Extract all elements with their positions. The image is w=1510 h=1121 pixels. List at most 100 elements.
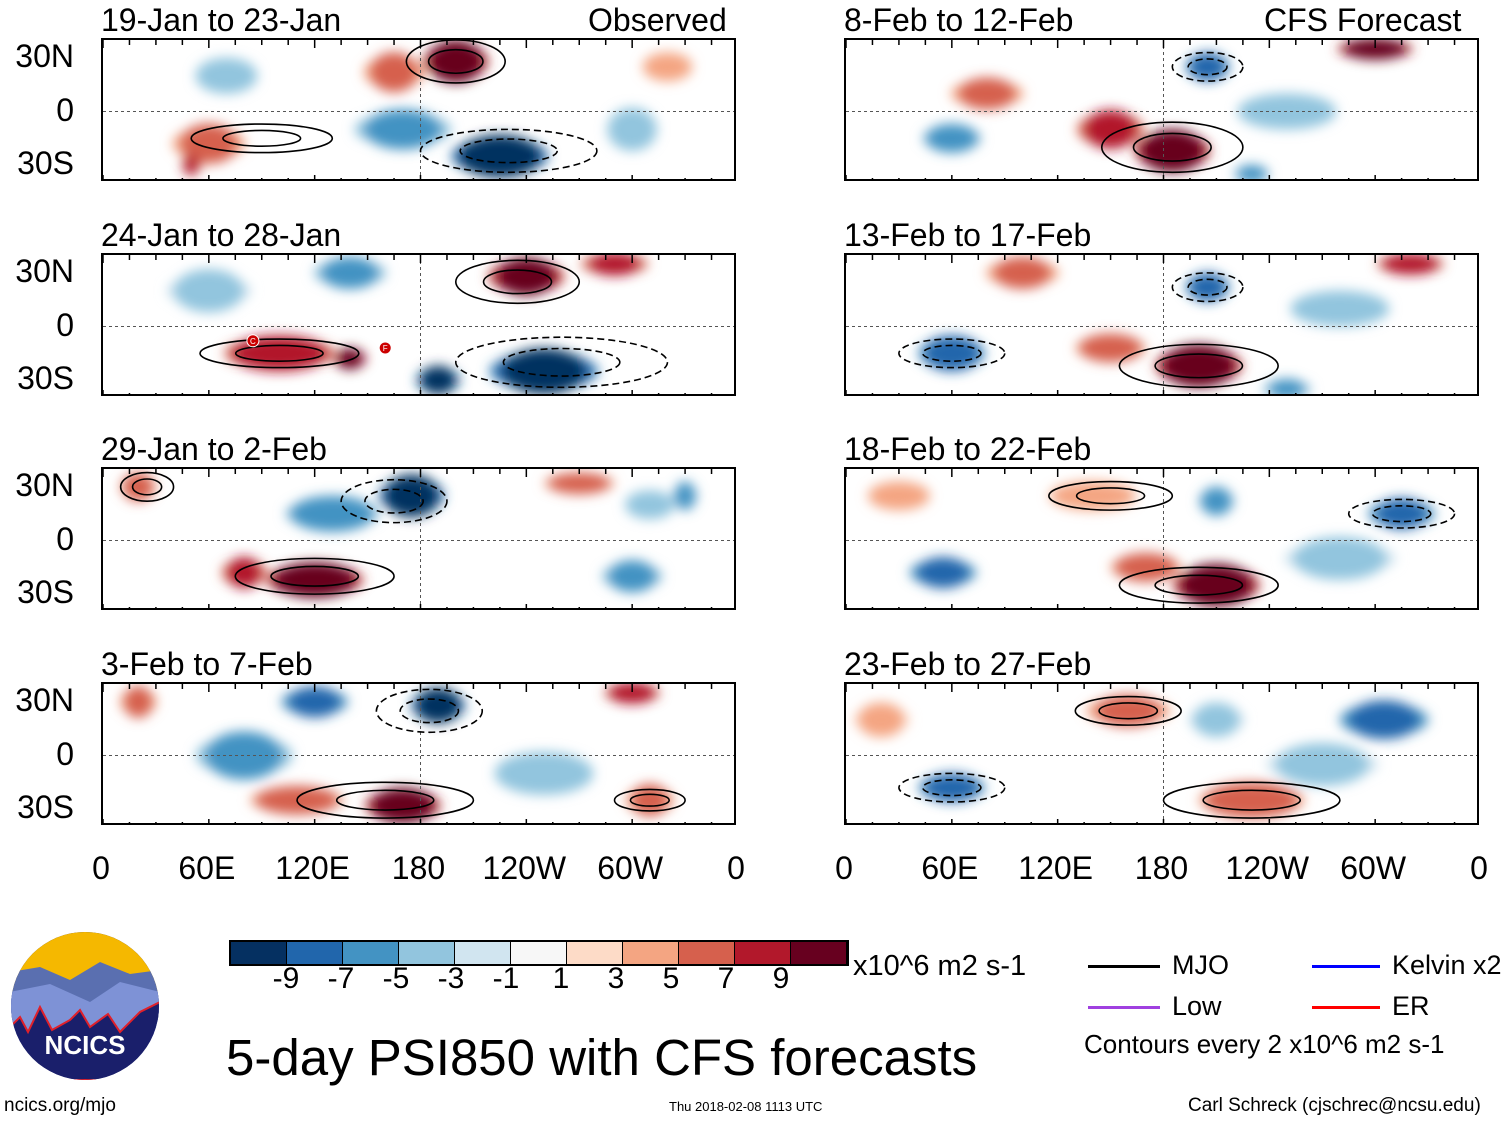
anomaly-blob	[321, 256, 379, 289]
mjo-contour	[1118, 566, 1279, 604]
anomaly-blob	[1188, 52, 1227, 82]
anomaly-blob	[1114, 553, 1178, 582]
cyclone-label: F	[383, 344, 388, 353]
anomaly-blob	[419, 365, 457, 394]
anomaly-blob	[1204, 782, 1300, 819]
lon-label: 120E	[1018, 850, 1094, 886]
mjo-contour	[1118, 343, 1279, 389]
ncics-logo: NCICS	[11, 932, 159, 1080]
anomaly-blob	[547, 472, 611, 495]
footer-timestamp: Thu 2018-02-08 1113 UTC	[669, 1099, 823, 1114]
anomaly-blob	[370, 787, 435, 823]
mjo-contour	[1202, 789, 1302, 811]
mjo-contour	[335, 789, 435, 811]
anomaly-blob	[922, 335, 981, 372]
anomaly-blob	[958, 77, 1016, 110]
colorbar-tick-label: -9	[272, 962, 300, 995]
footer-credit: Carl Schreck (cjschrec@ncsu.edu)	[1188, 1095, 1481, 1116]
lon-label: 60W	[1340, 850, 1407, 886]
colorbar-swatch	[567, 942, 623, 964]
lat-label: 0	[56, 520, 74, 557]
anomaly-blob	[588, 255, 641, 276]
cyclone-label: C	[250, 337, 256, 346]
anomaly-blob	[630, 784, 669, 817]
colorbar	[229, 940, 849, 966]
colorbar-tick-label: -5	[382, 962, 410, 995]
lat-label: 30S	[17, 145, 74, 182]
anomaly-blob	[1348, 700, 1420, 740]
anomaly-blob	[415, 687, 462, 724]
anomaly-blob	[123, 685, 153, 718]
anomaly-blob	[1235, 165, 1268, 179]
anomaly-blob	[1290, 290, 1390, 327]
lat-label: 30N	[15, 681, 74, 718]
figure-title: 5-day PSI850 with CFS forecasts	[226, 1029, 978, 1086]
colorbar-swatch	[791, 942, 847, 964]
mjo-contour	[613, 788, 686, 812]
map-panel	[844, 467, 1479, 610]
mjo-contour	[502, 347, 621, 377]
mjo-contour	[222, 129, 302, 147]
panel-title: 24-Jan to 28-Jan	[101, 217, 342, 253]
mjo-contour	[1154, 353, 1244, 379]
footer-url[interactable]: ncics.org/mjo	[4, 1095, 116, 1116]
mjo-contour	[454, 336, 669, 389]
lat-label: 30N	[15, 466, 74, 503]
anomaly-blob	[1078, 333, 1143, 363]
mjo-contour	[898, 338, 1006, 369]
mjo-contour	[1075, 487, 1146, 505]
anomaly-blob	[1179, 563, 1254, 607]
lat-label: 0	[56, 91, 74, 128]
mjo-contour	[270, 565, 360, 587]
er-line-swatch	[1312, 1006, 1380, 1009]
anomaly-blob	[916, 557, 970, 589]
panel-title: 19-Jan to 23-Jan	[101, 2, 342, 38]
colorbar-swatch	[399, 942, 455, 964]
lon-label: 0	[1470, 850, 1488, 886]
legend-low: Low	[1172, 991, 1222, 1021]
anomaly-blob	[642, 52, 693, 82]
lat-label: 30S	[17, 574, 74, 611]
colorbar-swatch	[455, 942, 511, 964]
kelvin-line-swatch	[1312, 965, 1380, 968]
anomaly-blob	[370, 52, 419, 93]
lon-label: 120W	[482, 850, 567, 886]
colorbar-swatch	[343, 942, 399, 964]
anomaly-blob	[497, 257, 556, 296]
colorbar-tick-label: -3	[437, 962, 465, 995]
mjo-contour	[131, 478, 163, 496]
mjo-contour	[454, 259, 581, 305]
mjo-contour	[921, 779, 982, 797]
legend-kelvin: Kelvin x2	[1392, 950, 1502, 980]
anomaly-blob	[288, 686, 342, 718]
forecast-label: CFS Forecast	[1264, 2, 1462, 38]
mjo-contour	[234, 557, 395, 595]
mjo-contour	[1154, 574, 1244, 596]
anomaly-blob	[1200, 486, 1233, 516]
mjo-contour	[1162, 781, 1341, 819]
mjo-contour	[119, 471, 175, 502]
anomaly-blob	[173, 269, 245, 313]
colorbar-swatch	[511, 942, 567, 964]
lon-label: 120W	[1225, 850, 1310, 886]
anomaly-blob	[1188, 272, 1227, 302]
mjo-contour	[1132, 132, 1212, 162]
anomaly-blob	[183, 154, 199, 176]
legend-mjo: MJO	[1172, 950, 1229, 980]
lon-label: 180	[391, 850, 446, 886]
low-line-swatch	[1088, 1006, 1160, 1009]
anomaly-blob	[502, 348, 586, 394]
colorbar-swatch	[287, 942, 343, 964]
anomaly-blob	[195, 57, 258, 94]
map-panel	[101, 682, 736, 825]
anomaly-blob	[364, 109, 442, 150]
anomaly-blob	[428, 40, 484, 83]
panel-title: 29-Jan to 2-Feb	[101, 431, 327, 467]
contour-note: Contours every 2 x10^6 m2 s-1	[1084, 1029, 1445, 1059]
anomaly-blob	[922, 773, 981, 802]
mjo-contour	[419, 128, 598, 174]
anomaly-blob	[1292, 536, 1387, 580]
mjo-contour	[1187, 58, 1228, 76]
colorbar-tick-label: 9	[772, 962, 790, 995]
